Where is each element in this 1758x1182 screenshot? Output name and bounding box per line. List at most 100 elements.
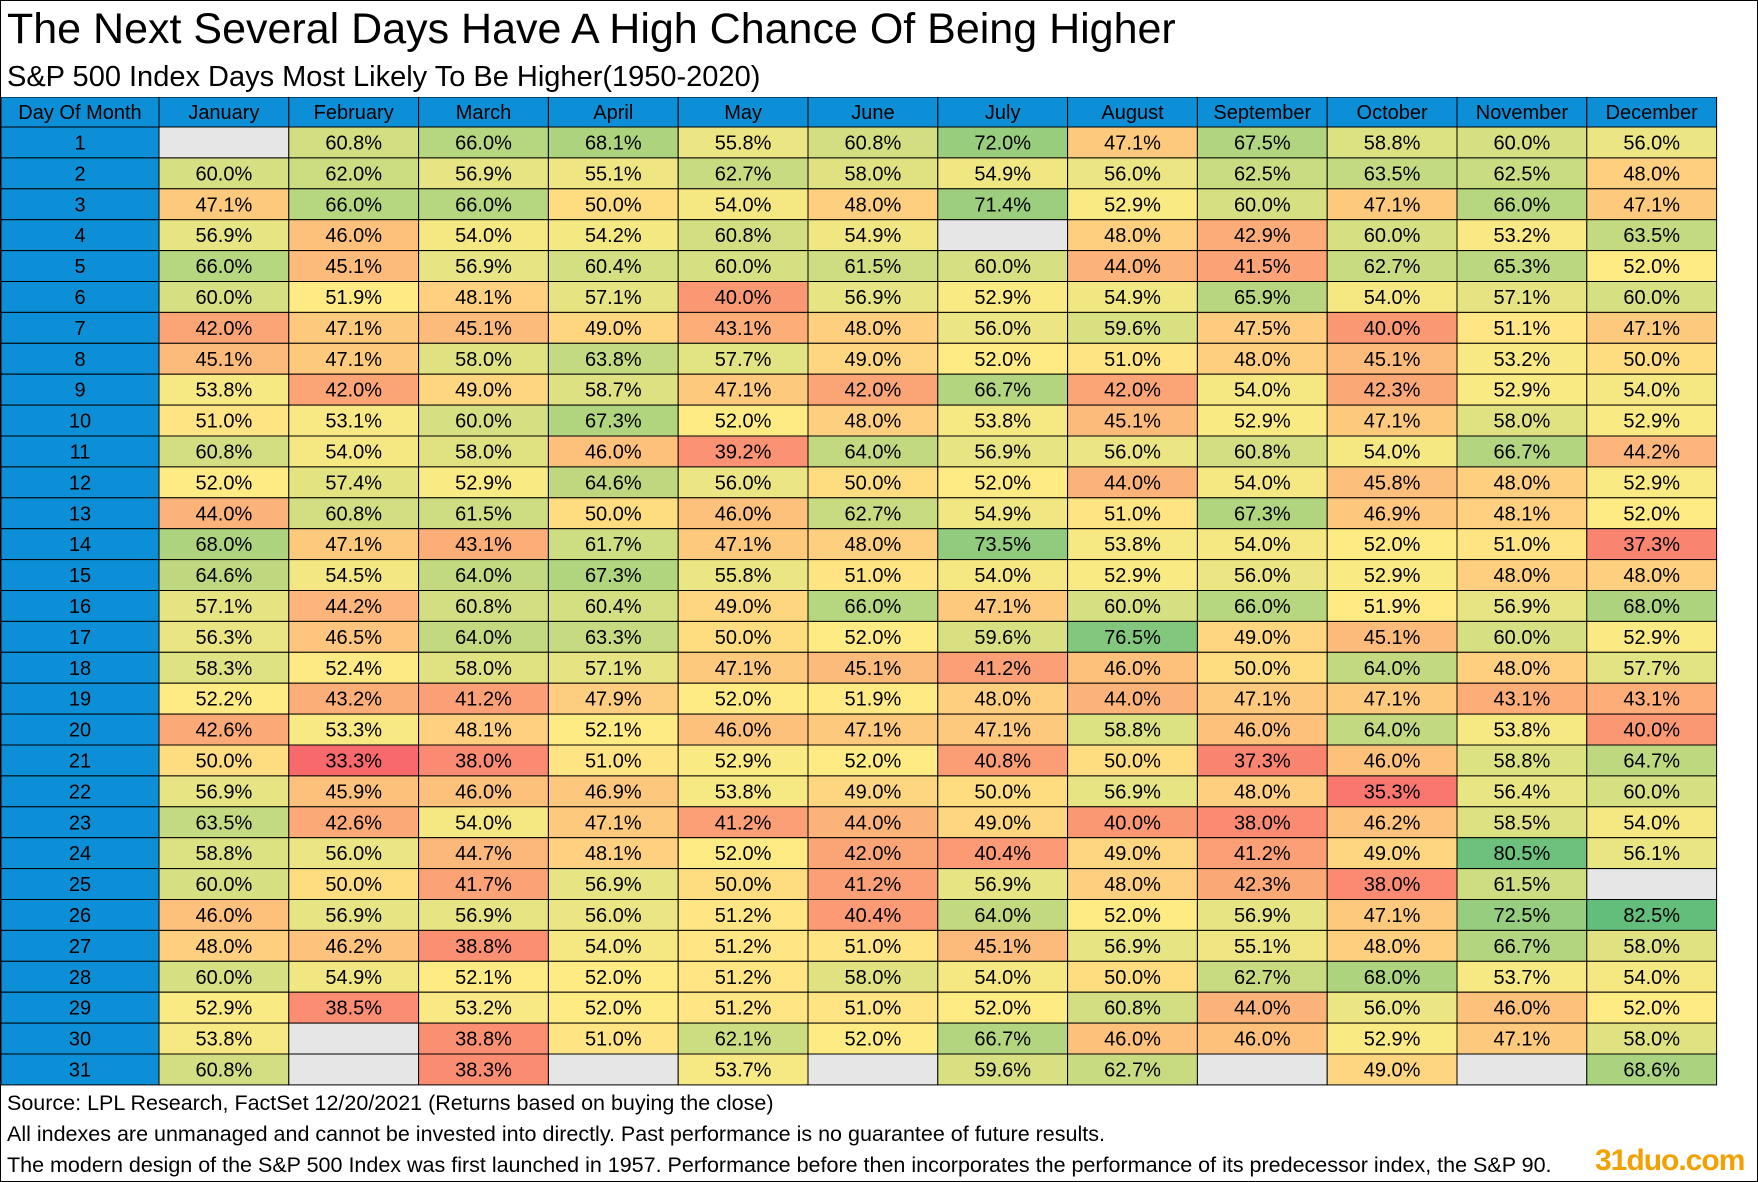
cell-value-label: 66.0% [196, 256, 253, 278]
cell-value-label: 54.0% [1364, 287, 1421, 309]
cell-value-label: 57.1% [585, 658, 642, 680]
cell-value-label: 52.9% [1623, 411, 1680, 433]
cell-value-label: 42.3% [1364, 380, 1421, 402]
header-label-april: April [593, 102, 633, 124]
header-cell-october [1326, 97, 1458, 128]
cell-value-label: 47.1% [1104, 132, 1161, 154]
heatmap-cell [1196, 126, 1328, 159]
heatmap-cell [1196, 868, 1328, 900]
cell-value-label: 46.0% [325, 225, 382, 247]
cell-value-label: 57.7% [715, 349, 772, 371]
heatmap-cell [288, 837, 420, 870]
cell-value-label: 48.0% [1364, 936, 1421, 958]
cell-value-label: 61.7% [585, 534, 642, 556]
header-label-day: Day Of Month [18, 102, 141, 124]
cell-value-label: 44.0% [845, 812, 902, 834]
cell-value-label: 56.3% [196, 627, 253, 649]
heatmap-cell [937, 497, 1069, 530]
cell-value-label: 56.9% [1494, 596, 1551, 618]
cell-value-label: 41.2% [455, 689, 512, 711]
heatmap-cell [1586, 528, 1718, 561]
heatmap-cell [1586, 651, 1718, 684]
cell-value-label: 60.8% [715, 225, 772, 247]
cell-value-label: 46.0% [1104, 658, 1161, 680]
heatmap-cell [937, 837, 1069, 870]
cell-value-label: 38.0% [455, 750, 512, 772]
cell-value-label: 38.5% [325, 998, 382, 1020]
heatmap-cell [677, 837, 809, 870]
cell-value-label: 50.0% [1623, 349, 1680, 371]
row-header-cell [1, 775, 160, 808]
cell-value-label: 56.0% [974, 318, 1031, 340]
heatmap-cell [1067, 775, 1198, 808]
header-cell-august [1067, 97, 1198, 128]
cell-value-label: 42.9% [1234, 225, 1291, 247]
row-header-label: 9 [74, 380, 85, 402]
row-header-label: 28 [69, 967, 91, 989]
cell-value-label: 51.2% [715, 936, 772, 958]
cell-value-label: 41.2% [715, 812, 772, 834]
cell-value-label: 52.9% [1104, 565, 1161, 587]
empty-cell [1456, 1053, 1588, 1086]
cell-value-label: 40.0% [1104, 812, 1161, 834]
row-header-label: 10 [69, 411, 91, 433]
heatmap-cell [677, 991, 809, 1024]
cell-value-label: 45.9% [325, 781, 382, 803]
heatmap-cell [807, 188, 939, 221]
footnote-disclaimer: All indexes are unmanaged and cannot be … [7, 1122, 1105, 1146]
heatmap-cell [158, 651, 290, 684]
header-cell-december [1586, 97, 1718, 128]
cell-value-label: 54.9% [845, 225, 902, 247]
cell-value-label: 58.8% [196, 843, 253, 865]
cell-value-label: 49.0% [585, 318, 642, 340]
cell-value-label: 52.9% [1104, 194, 1161, 216]
cell-value-label: 51.0% [585, 750, 642, 772]
heatmap-cell [288, 775, 420, 808]
cell-value-label: 66.7% [1494, 936, 1551, 958]
cell-value-label: 56.0% [1623, 132, 1680, 154]
row-header-cell [1, 899, 160, 931]
cell-value-label: 52.0% [845, 750, 902, 772]
heatmap-cell [547, 188, 679, 221]
heatmap-cell [1586, 1022, 1718, 1055]
heatmap-cell [1067, 342, 1198, 375]
cell-value-label: 44.2% [1623, 441, 1680, 463]
cell-value-label: 44.0% [1104, 472, 1161, 494]
heatmap-cell [418, 899, 549, 931]
heatmap-cell [677, 435, 809, 468]
heatmap-cell [158, 250, 290, 283]
cell-value-label: 58.8% [1104, 720, 1161, 742]
cell-value-label: 42.0% [1104, 380, 1161, 402]
cell-value-label: 66.7% [974, 380, 1031, 402]
cell-value-label: 48.0% [196, 936, 253, 958]
cell-value-label: 60.0% [1623, 287, 1680, 309]
heatmap-cell [418, 373, 549, 406]
row-header-cell [1, 651, 160, 684]
cell-value-label: 45.1% [845, 658, 902, 680]
cell-value-label: 48.0% [974, 689, 1031, 711]
heatmap-cell [1326, 342, 1458, 375]
cell-value-label: 49.0% [1364, 1059, 1421, 1081]
heatmap-cell [547, 929, 679, 962]
heatmap-cell [1196, 899, 1328, 931]
heatmap-cell [547, 126, 679, 159]
cell-value-label: 38.8% [455, 1029, 512, 1051]
heatmap-cell [288, 466, 420, 499]
heatmap-cell [547, 528, 679, 561]
cell-value-label: 54.9% [974, 163, 1031, 185]
cell-value-label: 51.1% [1494, 318, 1551, 340]
heatmap-cell [547, 497, 679, 530]
cell-value-label: 60.8% [325, 132, 382, 154]
header-cell-november [1456, 97, 1588, 128]
cell-value-label: 58.3% [196, 658, 253, 680]
cell-value-label: 47.1% [974, 720, 1031, 742]
cell-value-label: 37.3% [1623, 534, 1680, 556]
cell-value-label: 44.0% [1104, 689, 1161, 711]
chart-subtitle: S&P 500 Index Days Most Likely To Be Hig… [7, 61, 761, 93]
cell-value-label: 62.7% [1104, 1059, 1161, 1081]
cell-value-label: 49.0% [1234, 627, 1291, 649]
cell-value-label: 47.1% [1234, 689, 1291, 711]
row-header-cell [1, 528, 160, 561]
cell-value-label: 46.0% [196, 905, 253, 927]
cell-value-label: 63.5% [1623, 225, 1680, 247]
